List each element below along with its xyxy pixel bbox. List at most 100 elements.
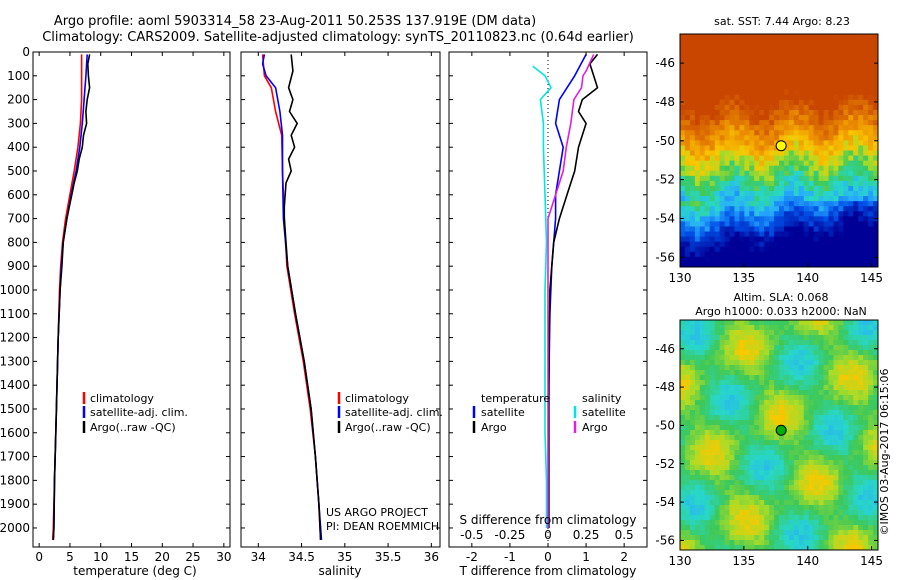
map-cell [704,211,711,217]
map-cell [759,261,765,268]
map-cell [764,520,770,526]
map-cell [759,510,765,516]
map-cell [709,530,716,536]
map-cell [734,540,740,546]
map-cell [699,520,706,526]
map-cell [848,54,854,60]
map-cell [754,130,760,136]
map-cell [868,465,874,471]
map-cell [823,84,829,91]
map-cell [818,420,824,426]
map-cell [704,125,711,131]
map-cell [803,145,810,151]
map-cell [759,256,765,263]
map-cell [774,340,780,346]
map-cell [759,69,765,75]
map-cell [843,325,849,331]
map-cell [699,515,706,521]
map-cell [843,59,849,65]
map-cell [783,490,790,496]
map-cell [853,360,859,366]
map-cell [873,99,879,106]
map-cell [744,440,750,446]
map-cell [823,525,829,531]
map-cell [863,211,869,217]
map-cell [774,410,780,416]
map-cell [793,236,800,243]
map-cell [694,109,701,116]
map-cell [808,525,815,531]
map-cell [689,490,696,496]
map-cell [684,84,691,91]
map-cell [694,150,701,156]
map-cell [689,380,696,386]
map-cell [868,236,874,243]
map-cell [858,375,864,381]
map-cell [783,206,790,212]
map-cell [783,185,790,192]
map-cell [769,34,775,40]
map-cell [749,236,755,243]
map-cell [704,460,711,466]
map-cell [823,251,829,258]
map-cell [744,525,750,531]
map-cell [754,435,760,441]
map-cell [759,375,765,381]
map-cell [793,120,800,126]
map-cell [808,400,815,406]
map-cell [769,350,775,356]
map-cell [818,74,824,80]
map-cell [749,44,755,50]
map-cell [769,395,775,401]
map-cell [798,495,805,501]
map-cell [793,320,800,326]
map-cell [783,99,790,106]
map-cell [744,145,750,151]
map-cell [724,370,730,376]
map-cell [858,425,864,431]
map-cell [774,221,780,227]
map-cell [808,490,815,496]
map-cell [684,64,691,70]
map-cell [704,135,711,141]
map-cell [793,39,800,45]
map-cell [788,390,795,396]
map-cell [823,170,829,177]
map-cell [813,510,819,516]
map-cell [863,251,869,258]
map-cell [783,530,790,536]
map-cell [744,340,750,346]
map-cell [823,355,829,361]
map-cell [779,221,785,227]
map-cell [764,450,770,456]
map-cell [724,415,730,421]
x-tick-label: 20 [155,550,170,564]
map-cell [689,365,696,371]
map-cell [868,39,874,45]
map-cell [853,175,859,182]
map-cell [828,206,834,212]
map-cell [848,490,854,496]
map-cell [709,180,716,187]
x-tick-label: 34.5 [288,550,315,564]
map-cell [724,425,730,431]
map-cell [793,355,800,361]
map-cell [853,320,859,326]
map-cell [833,355,839,361]
map-cell [853,335,859,341]
map-cell [689,251,696,258]
map-cell [749,165,755,172]
map-cell [709,251,716,258]
map-cell [724,135,730,141]
map-cell [818,380,824,386]
map-cell [764,455,770,461]
map-cell [754,155,760,162]
map-cell [798,160,805,167]
map-cell [714,34,720,40]
map-cell [798,415,805,421]
map-cell [704,545,711,551]
map-cell [813,246,819,253]
map-cell [823,510,829,516]
map-cell [714,330,720,336]
map-cell [724,145,730,151]
